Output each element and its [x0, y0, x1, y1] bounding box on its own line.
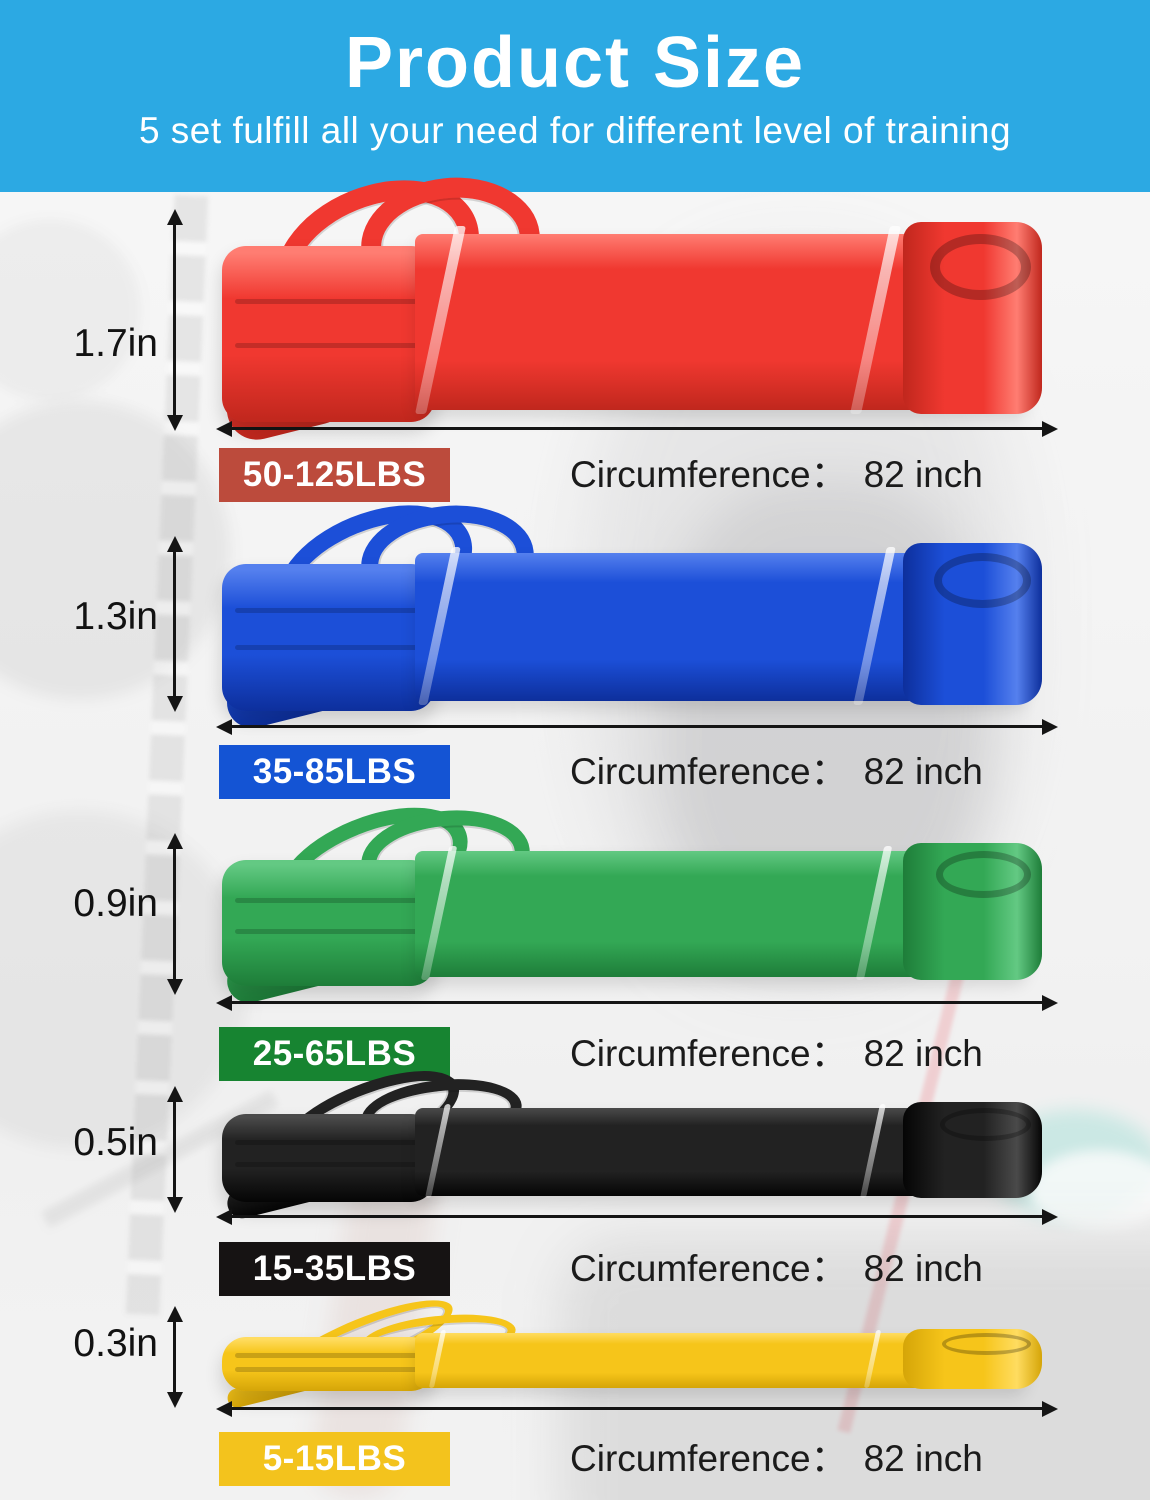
weight-range-badge: 50-125LBS: [219, 448, 450, 502]
page-title: Product Size: [344, 23, 806, 103]
weight-range-badge: 35-85LBS: [219, 745, 450, 799]
width-dimension-arrow: [231, 725, 1043, 728]
circumference-text: Circumference： 82 inch: [570, 1432, 983, 1486]
circumference-value: 82 inch: [863, 751, 983, 792]
circumference-label: Circumference：: [570, 1248, 848, 1289]
resistance-band-red: [220, 151, 1042, 446]
height-label: 1.7in: [73, 322, 158, 365]
height-dimension-arrow: [173, 1101, 176, 1198]
bg-weight-plate: [0, 400, 230, 700]
circumference-label: Circumference：: [570, 751, 848, 792]
circumference-text: Circumference： 82 inch: [570, 448, 983, 502]
circumference-text: Circumference： 82 inch: [570, 1027, 983, 1081]
band-row-red: 1.7in 50-125LBS Circumference： 82 inch: [0, 151, 1150, 515]
width-dimension-arrow: [231, 1215, 1043, 1218]
height-dimension-arrow: [173, 848, 176, 980]
circumference-value: 82 inch: [863, 1248, 983, 1289]
band-left-fold: [222, 563, 436, 712]
band-right-fold: [902, 1102, 1042, 1198]
circumference-text: Circumference： 82 inch: [570, 1242, 983, 1296]
resistance-band-green: [222, 783, 1042, 1008]
band-right-fold: [902, 222, 1042, 414]
height-label: 1.3in: [73, 595, 158, 638]
circumference-label: Circumference：: [570, 1033, 848, 1074]
height-dimension-arrow: [173, 1321, 176, 1393]
circumference-label: Circumference：: [570, 1438, 848, 1479]
band-right-fold: [902, 1329, 1042, 1389]
height-dimension-arrow: [173, 224, 176, 416]
weight-range-badge: 15-35LBS: [219, 1242, 450, 1296]
height-label: 0.9in: [73, 882, 158, 925]
band-left-fold: [222, 860, 436, 986]
weight-range-badge: 25-65LBS: [219, 1027, 450, 1081]
resistance-band-blue: [221, 478, 1042, 734]
band-right-fold: [902, 543, 1042, 705]
weight-range-badge: 5-15LBS: [219, 1432, 450, 1486]
band-row-blue: 1.3in 35-85LBS Circumference： 82 inch: [0, 478, 1150, 830]
width-dimension-arrow: [231, 1001, 1043, 1004]
band-row-yellow: 0.3in 5-15LBS Circumference： 82 inch: [0, 1284, 1150, 1500]
band-right-fold: [902, 842, 1042, 981]
page-subtitle: 5 set fulfill all your need for differen…: [138, 110, 1012, 151]
resistance-band-black: [222, 1050, 1042, 1222]
circumference-value: 82 inch: [863, 454, 983, 495]
circumference-value: 82 inch: [863, 1033, 983, 1074]
band-left-fold: [222, 1336, 436, 1392]
band-left-fold: [222, 1114, 436, 1202]
height-label: 0.3in: [73, 1322, 158, 1365]
width-dimension-arrow: [231, 427, 1043, 430]
width-dimension-arrow: [231, 1407, 1043, 1410]
height-label: 0.5in: [73, 1121, 158, 1164]
circumference-value: 82 inch: [863, 1438, 983, 1479]
height-dimension-arrow: [173, 551, 176, 697]
bg-weight-plate: [0, 220, 140, 400]
resistance-band-yellow: [222, 1284, 1042, 1409]
circumference-label: Circumference：: [570, 454, 848, 495]
header-banner: Product Size 5 set fulfill all your need…: [0, 0, 1150, 192]
band-row-green: 0.9in 25-65LBS Circumference： 82 inch: [0, 783, 1150, 1107]
band-row-black: 0.5in 15-35LBS Circumference： 82 inch: [0, 1050, 1150, 1322]
circumference-text: Circumference： 82 inch: [570, 745, 983, 799]
band-left-fold: [222, 246, 436, 422]
